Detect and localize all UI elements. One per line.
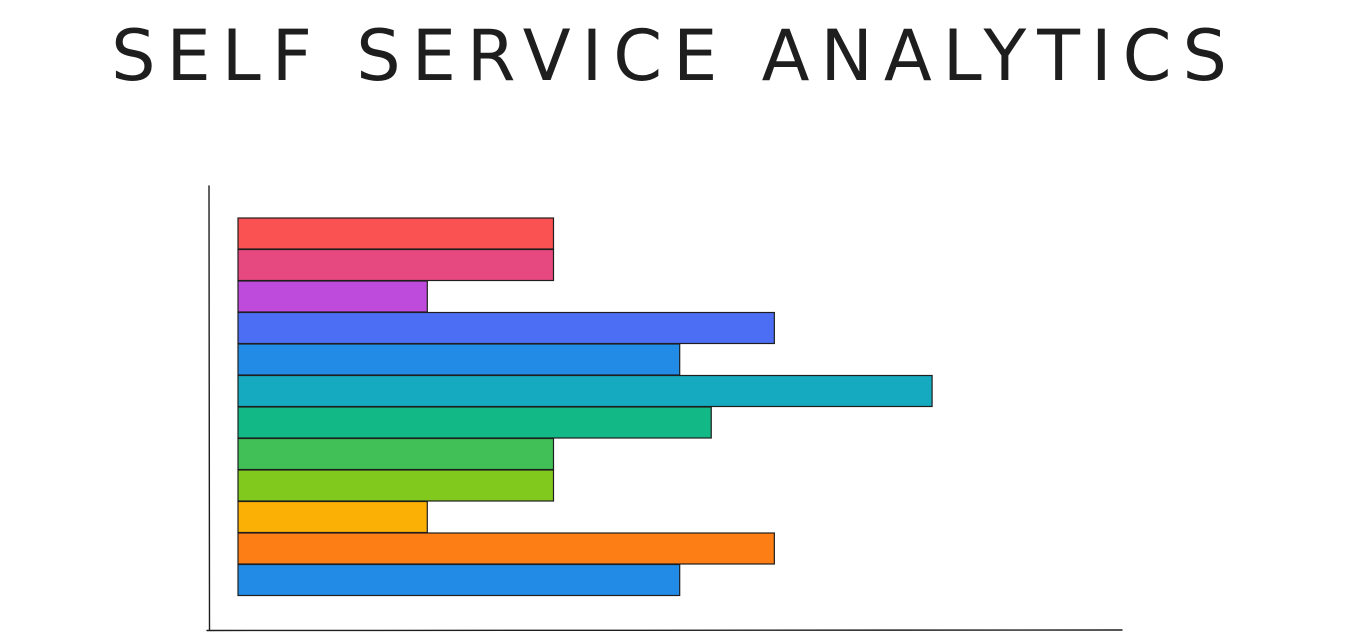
bar-7	[237, 406, 712, 439]
bar-1	[237, 217, 555, 250]
bar-11	[237, 532, 775, 565]
bar-2	[237, 248, 555, 282]
bar-5	[237, 343, 681, 376]
page-title: SELF SERVICE ANALYTICS	[111, 15, 1238, 97]
bar-12	[237, 563, 681, 597]
bar-10	[237, 500, 428, 534]
bar-9	[237, 469, 555, 502]
bars-group	[237, 217, 933, 597]
y-axis-line	[208, 185, 211, 631]
bar-3	[237, 280, 428, 313]
x-axis-line	[206, 629, 1123, 632]
bar-6	[237, 374, 933, 408]
bar-8	[237, 437, 555, 471]
bar-4	[237, 311, 775, 345]
